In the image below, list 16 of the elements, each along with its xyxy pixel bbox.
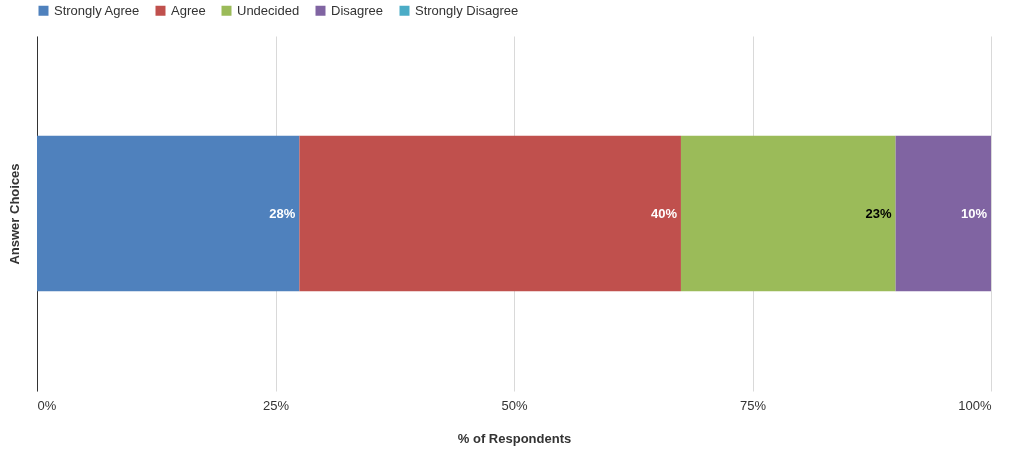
x-axis-title: % of Respondents (457, 430, 572, 446)
legend-label: Strongly Agree (54, 2, 140, 18)
legend-label: Undecided (237, 2, 300, 18)
legend-label: Agree (171, 2, 206, 18)
data-label: 40% (650, 205, 678, 221)
data-label: 23% (865, 205, 893, 221)
y-axis-title: Answer Choices (6, 163, 22, 265)
x-tick-label: 75% (739, 397, 767, 413)
x-tick-label: 0% (37, 397, 57, 413)
data-label: 28% (269, 205, 296, 221)
x-tick-label: 100% (958, 397, 992, 413)
x-tick-label: 50% (501, 397, 528, 413)
legend-label: Disagree (331, 2, 384, 18)
x-tick-label: 25% (262, 397, 290, 413)
legend-label: Strongly Disagree (415, 2, 519, 18)
data-label: 10% (960, 205, 988, 221)
